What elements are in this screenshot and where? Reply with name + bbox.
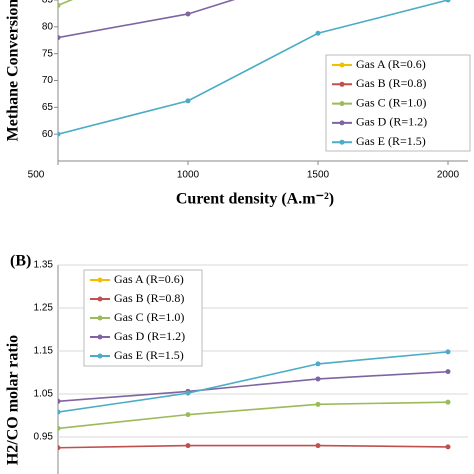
series-line [58,401,449,430]
data-point [58,445,61,451]
data-point [315,361,321,367]
legend-label: Gas E (R=1.5) [356,134,426,148]
series-line [58,444,449,449]
data-point [185,390,191,396]
data-point [315,443,321,449]
data-point [315,30,321,36]
y-tick-label: 85 [42,0,54,6]
y-tick-label: 80 [42,21,54,32]
legend-label: Gas A (R=0.6) [114,272,184,286]
x-axis-label: Curent density (A.m⁻²) [176,191,334,208]
plot-area [58,349,451,451]
legend-marker [339,81,345,87]
y-axis-label: H2/CO molar ratio [5,335,22,465]
data-point [58,35,61,41]
x-tick-label: 1500 [307,170,330,181]
legend-marker [339,120,345,126]
legend-label: Gas C (R=1.0) [114,310,184,324]
legend-label: Gas D (R=1.2) [356,115,427,129]
x-tick-label: 2000 [437,170,460,181]
y-tick-label: 75 [42,48,54,59]
series-line [58,0,74,7]
legend-marker [97,353,103,359]
series-line [58,0,236,39]
legend-marker [339,101,345,107]
data-point [315,401,321,407]
data-point [445,399,451,405]
y-tick-label: 65 [42,102,54,113]
x-tick-label: 500 [28,170,45,181]
legend-label: Gas E (R=1.5) [114,348,184,362]
y-tick-label: 70 [42,75,54,86]
data-point [58,409,61,415]
legend-label: Gas C (R=1.0) [356,95,426,109]
data-point [58,425,61,431]
x-tick-label: 1000 [177,170,200,181]
legend-marker [97,334,103,340]
plot-area [58,0,451,137]
y-tick-label: 60 [42,129,54,140]
data-point [58,131,61,137]
data-point [58,2,61,8]
data-point [445,349,451,355]
y-tick-label: 1.05 [34,389,54,400]
data-point [445,0,451,3]
series-line [58,0,449,135]
data-point [445,444,451,450]
series-line [58,370,449,403]
legend-label: Gas D (R=1.2) [114,329,185,343]
legend-label: Gas A (R=0.6) [356,57,426,71]
data-point [445,369,451,375]
y-tick-label: 1.25 [34,303,54,314]
data-point [58,398,61,404]
legend-marker [97,277,103,283]
y-axis-label: Methane Conversion [5,0,22,141]
legend-label: Gas B (R=0.8) [356,76,426,90]
legend-marker [339,139,345,145]
data-point [185,412,191,418]
data-point [315,376,321,382]
series-line [58,351,449,413]
y-tick-label: 0.95 [34,432,54,443]
legend-label: Gas B (R=0.8) [114,291,184,305]
data-point [185,11,191,17]
data-point [185,98,191,104]
data-point [185,443,191,449]
y-tick-label: 1.35 [34,260,54,271]
panel-label: (B) [10,253,31,270]
legend-marker [97,315,103,321]
legend-marker [97,296,103,302]
legend-marker [339,62,345,68]
y-tick-label: 1.15 [34,346,54,357]
